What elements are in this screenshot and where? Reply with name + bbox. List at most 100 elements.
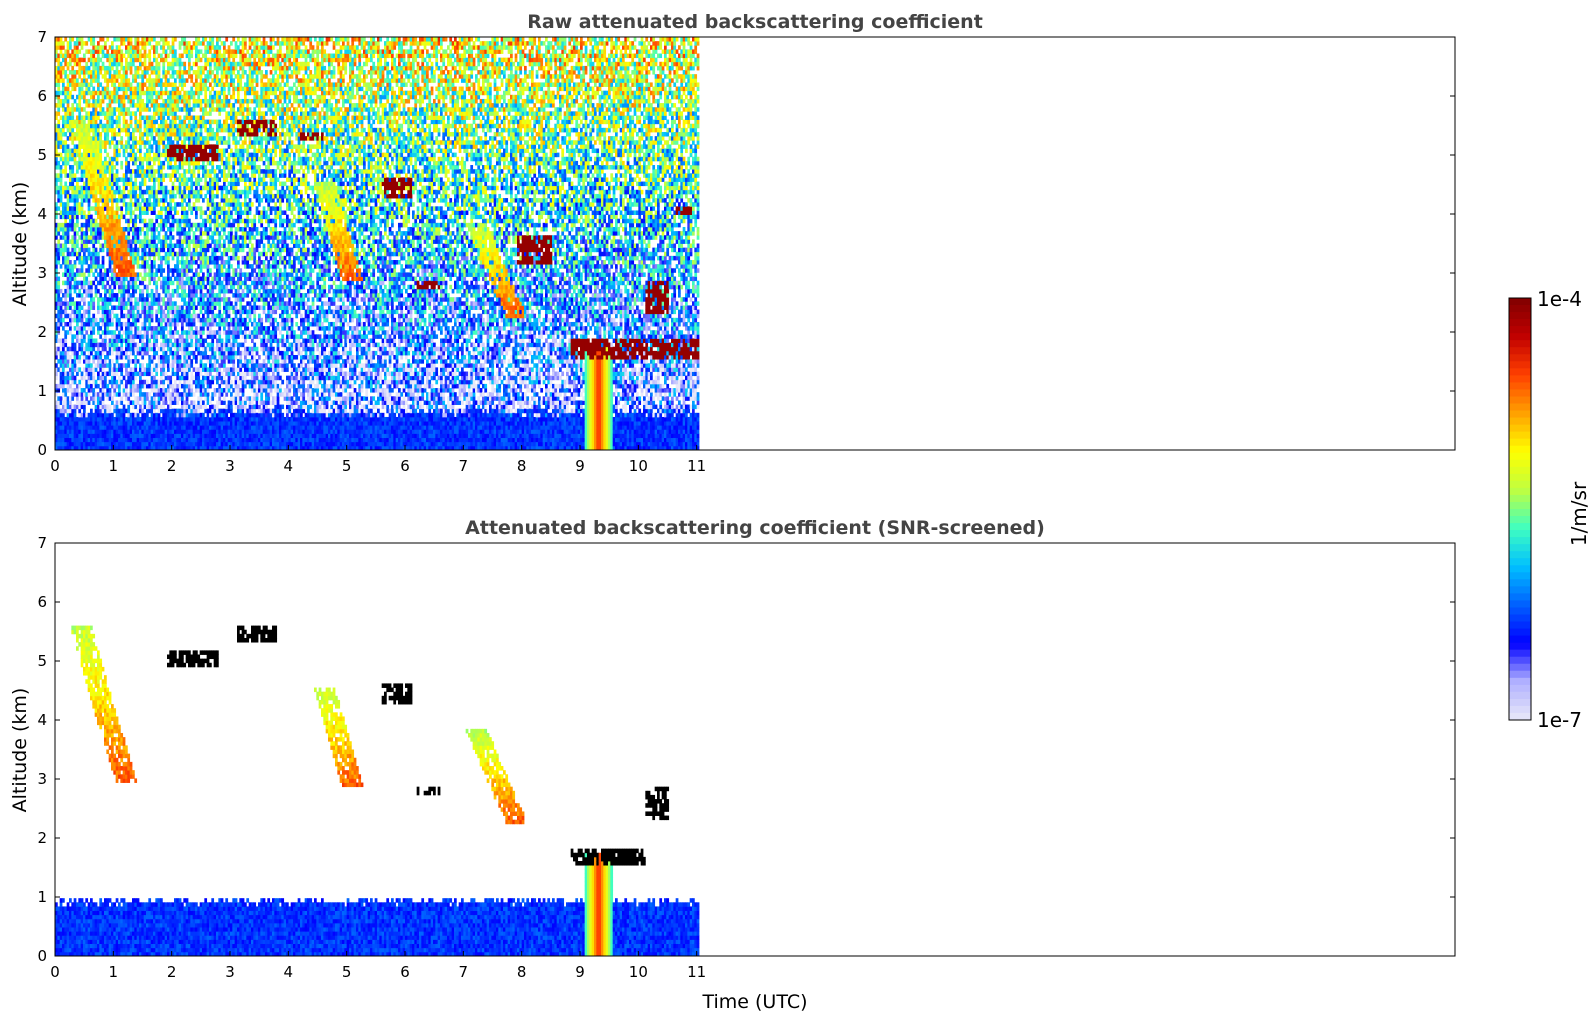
heatmap-cell (139, 98, 142, 104)
heatmap-cell (181, 284, 184, 290)
heatmap-cell (122, 355, 126, 360)
heatmap-cell (108, 177, 112, 182)
heatmap-cell (94, 148, 98, 154)
heatmap-cell (85, 103, 89, 108)
heatmap-cell (141, 160, 145, 166)
heatmap-cell (108, 94, 112, 100)
heatmap-cell (160, 160, 163, 166)
heatmap-cell (120, 445, 124, 451)
heatmap-cell (104, 355, 107, 360)
heatmap-cell (66, 82, 70, 87)
heatmap-cell (197, 280, 201, 286)
heatmap-cell (164, 70, 168, 75)
heatmap-cell (164, 107, 168, 112)
heatmap-cell (188, 111, 191, 116)
heatmap-cell (146, 90, 149, 96)
heatmap-cell (127, 284, 131, 290)
heatmap-cell (59, 136, 63, 141)
heatmap-cell (115, 247, 119, 253)
heatmap-cell (169, 131, 173, 137)
heatmap-cell (139, 363, 142, 368)
heatmap-cell (59, 375, 63, 381)
heatmap-cell (183, 140, 187, 145)
heatmap-cell (76, 396, 79, 401)
heatmap-cell (97, 169, 100, 174)
heatmap-cell (164, 173, 168, 178)
heatmap-cell (90, 284, 93, 290)
heatmap-cell (199, 226, 203, 232)
heatmap-cell (122, 363, 126, 368)
heatmap-cell (148, 202, 152, 207)
heatmap-cell (120, 239, 124, 244)
heatmap-cell (122, 445, 126, 451)
heatmap-cell (64, 255, 68, 261)
heatmap-cell (111, 338, 114, 344)
heatmap-cell (106, 239, 110, 244)
heatmap-cell (57, 288, 61, 294)
heatmap-cell (92, 156, 96, 162)
heatmap-cell (78, 210, 82, 215)
heatmap-cell (146, 379, 149, 385)
heatmap-cell (167, 276, 170, 282)
heatmap-cell (178, 74, 182, 79)
heatmap-cell (141, 98, 145, 104)
heatmap-cell (62, 214, 65, 220)
heatmap-cell (162, 152, 166, 158)
heatmap-cell (134, 321, 138, 327)
heatmap-cell (87, 160, 91, 166)
heatmap-cell (87, 421, 91, 426)
heatmap-cell (55, 375, 58, 381)
heatmap-cell (115, 408, 119, 414)
heatmap-cell (134, 37, 138, 42)
heatmap-cell (181, 412, 184, 418)
heatmap-cell (127, 355, 131, 360)
heatmap-cell (64, 350, 68, 356)
heatmap-cell (204, 375, 208, 381)
heatmap-cell (104, 359, 107, 364)
heatmap-cell (171, 169, 175, 174)
heatmap-cell (108, 363, 112, 368)
heatmap-cell (183, 222, 187, 228)
heatmap-cell (195, 53, 198, 59)
heatmap-cell (176, 243, 180, 249)
heatmap-cell (202, 313, 205, 319)
heatmap-cell (99, 131, 103, 137)
heatmap-cell (160, 185, 163, 191)
heatmap-cell (160, 404, 163, 410)
heatmap-cell (167, 305, 170, 310)
heatmap-cell (125, 127, 128, 133)
heatmap-cell (157, 251, 161, 257)
heatmap-cell (185, 293, 189, 298)
heatmap-cell (164, 313, 168, 319)
heatmap-cell (164, 111, 168, 116)
heatmap-cell (195, 119, 198, 125)
heatmap-cell (204, 421, 208, 426)
heatmap-cell (80, 396, 84, 401)
heatmap-cell (176, 70, 180, 75)
heatmap-cell (127, 226, 131, 232)
heatmap-cell (141, 210, 145, 215)
heatmap-cell (150, 82, 154, 87)
heatmap-cell (120, 98, 124, 104)
heatmap-cell (199, 140, 203, 145)
heatmap-cell (204, 404, 208, 410)
heatmap-cell (197, 284, 201, 290)
heatmap-cell (55, 276, 58, 282)
heatmap-cell (118, 425, 121, 430)
heatmap-cell (85, 276, 89, 282)
heatmap-cell (183, 160, 187, 166)
heatmap-cell (55, 371, 58, 377)
heatmap-cell (62, 247, 65, 253)
heatmap-cell (55, 127, 58, 133)
heatmap-cell (118, 392, 121, 397)
heatmap-cell (176, 156, 180, 162)
heatmap-cell (190, 433, 194, 439)
heatmap-cell (169, 82, 173, 87)
heatmap-cell (62, 41, 65, 46)
heatmap-cell (150, 247, 154, 253)
heatmap-cell (139, 297, 142, 302)
heatmap-cell (118, 123, 121, 129)
heatmap-cell (97, 363, 100, 368)
heatmap-cell (115, 214, 119, 220)
heatmap-cell (111, 193, 114, 199)
